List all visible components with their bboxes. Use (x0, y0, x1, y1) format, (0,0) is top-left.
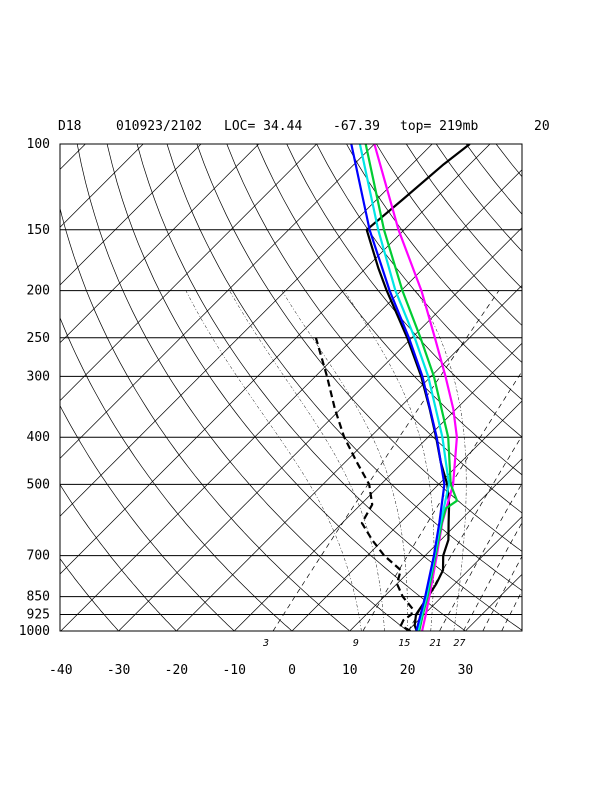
mixing-ratio-line (501, 590, 522, 631)
temperature-tick-label: -10 (222, 663, 245, 678)
isotherm-line (233, 342, 522, 631)
header-number: 20 (534, 119, 550, 134)
dry-adiabat (60, 404, 235, 631)
mixing-ratio-label: 9 (353, 638, 359, 649)
dry-adiabat (106, 144, 466, 631)
dry-adiabat (60, 483, 177, 631)
temperature-tick-label: 20 (400, 663, 416, 678)
temperature-tick-label: 30 (458, 663, 474, 678)
dewpoint-trace (314, 337, 414, 631)
latitude-label: LOC= 34.44 (224, 119, 303, 134)
dry-adiabat (495, 144, 522, 178)
temperature-tick-label: -40 (49, 663, 72, 678)
isotherm-line (0, 144, 28, 631)
pressure-tick-label: 300 (27, 369, 50, 384)
mixing-ratio-label: 27 (453, 638, 465, 649)
pressure-tick-label: 400 (27, 430, 50, 445)
pressure-tick-label: 150 (27, 223, 50, 238)
station-id: D18 (58, 119, 82, 134)
isotherm-line (60, 144, 202, 286)
dry-adiabat (226, 144, 522, 514)
temperature-tick-label: -30 (107, 663, 130, 678)
isotherm-line (60, 144, 317, 402)
isotherm-line (291, 400, 522, 631)
temperature-tick-label: -20 (165, 663, 188, 678)
pressure-tick-label: 1000 (19, 624, 50, 639)
pressure-tick-label: 100 (27, 137, 50, 152)
isotherm-line (60, 144, 375, 459)
dry-adiabat (136, 144, 522, 631)
isotherm-line (60, 144, 433, 517)
pressure-tick-label: 700 (27, 549, 50, 564)
dry-adiabat (465, 144, 522, 215)
plot-frame (59, 143, 523, 632)
dry-adiabat (60, 316, 293, 631)
isotherm-line (349, 458, 522, 631)
dry-adiabat (196, 144, 522, 552)
isotherm-line (176, 284, 522, 631)
dry-adiabat (286, 144, 522, 438)
isotherm-line (523, 144, 612, 631)
temperature-tick-label: 0 (288, 663, 296, 678)
isotherm-line (407, 516, 522, 631)
temperature-trace (358, 144, 451, 631)
isotherm-line (60, 144, 491, 575)
dry-adiabat (346, 144, 522, 364)
pressure-tick-label: 500 (27, 477, 50, 492)
longitude-label: -67.39 (333, 119, 380, 134)
isotherm-line (581, 144, 612, 631)
temperature-tick-label: 10 (342, 663, 358, 678)
isotherm-line (60, 144, 260, 344)
pressure-tick-label: 925 (27, 608, 50, 623)
mixing-ratio-label: 15 (398, 638, 410, 649)
dry-adiabat (256, 144, 522, 476)
diagram-grid (0, 144, 612, 631)
dry-adiabat (556, 144, 612, 631)
pressure-tick-label: 250 (27, 331, 50, 346)
dry-adiabat (376, 144, 522, 326)
moist-adiabat (281, 290, 408, 631)
dry-adiabat (166, 144, 522, 591)
isotherm-line (60, 169, 522, 631)
temperature-trace (365, 144, 471, 631)
isotherm-line (465, 573, 522, 631)
dry-adiabat (316, 144, 522, 401)
mixing-ratio-line (272, 290, 500, 631)
temperature-trace (373, 144, 458, 631)
mixing-ratio-line (482, 555, 522, 631)
dry-adiabat (60, 206, 351, 631)
mixing-ratio-label: 3 (262, 638, 269, 649)
temperature-trace (350, 144, 446, 631)
mixing-ratio-line (362, 370, 522, 631)
moist-adiabat (416, 290, 467, 631)
moist-adiabat (185, 290, 362, 631)
dry-adiabat (60, 558, 119, 631)
isotherm-line (118, 227, 522, 631)
moist-adiabat (344, 290, 435, 631)
sounding-series (314, 144, 471, 631)
mixing-ratio-line (463, 521, 522, 631)
top-label: top= 219mb (400, 119, 479, 134)
isotherm-line (60, 144, 144, 228)
pressure-tick-label: 850 (27, 590, 50, 605)
dry-adiabat (586, 144, 612, 631)
dry-adiabat (76, 144, 408, 631)
pressure-tick-label: 200 (27, 284, 50, 299)
chart-header: D18 010923/2102 LOC= 34.44 -67.39 top= 2… (0, 119, 612, 135)
mixing-ratio-label: 21 (429, 638, 441, 649)
dry-adiabat (526, 144, 612, 631)
datetime-label: 010923/2102 (116, 119, 203, 134)
moist-adiabat (229, 290, 385, 631)
